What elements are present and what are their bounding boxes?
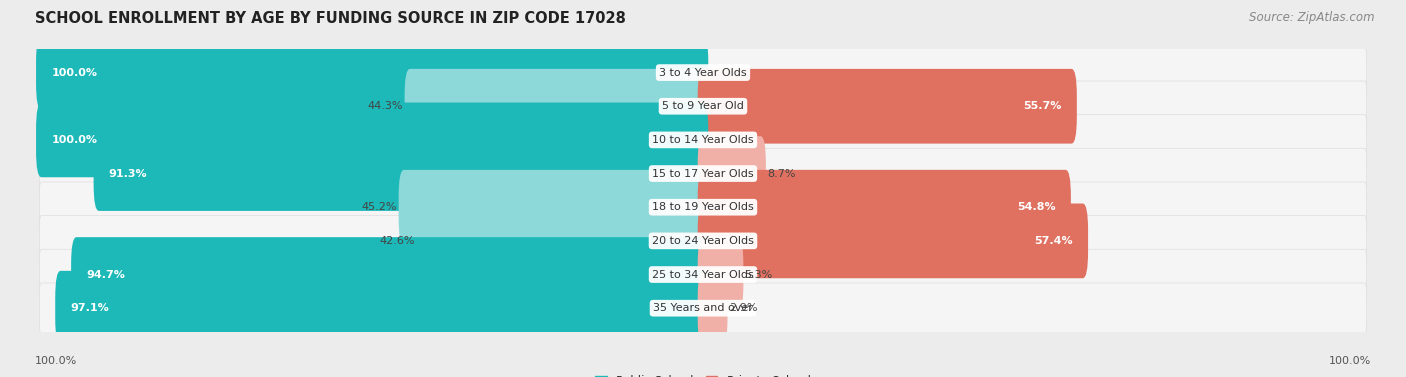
Text: 91.3%: 91.3% [108,169,148,179]
FancyBboxPatch shape [697,204,1088,278]
Text: 8.7%: 8.7% [768,169,796,179]
Text: 100.0%: 100.0% [1329,356,1371,366]
FancyBboxPatch shape [72,237,709,312]
Text: 20 to 24 Year Olds: 20 to 24 Year Olds [652,236,754,246]
Text: 97.1%: 97.1% [70,303,110,313]
Text: 94.7%: 94.7% [86,270,125,279]
Text: 5.3%: 5.3% [745,270,773,279]
Text: 3 to 4 Year Olds: 3 to 4 Year Olds [659,67,747,78]
FancyBboxPatch shape [697,170,1071,245]
Text: 2.9%: 2.9% [728,303,758,313]
FancyBboxPatch shape [405,69,709,144]
FancyBboxPatch shape [697,271,727,346]
Text: 42.6%: 42.6% [380,236,415,246]
Text: 15 to 17 Year Olds: 15 to 17 Year Olds [652,169,754,179]
FancyBboxPatch shape [39,115,1367,165]
Text: 10 to 14 Year Olds: 10 to 14 Year Olds [652,135,754,145]
FancyBboxPatch shape [39,216,1367,266]
Text: 100.0%: 100.0% [35,356,77,366]
FancyBboxPatch shape [697,136,766,211]
Text: 44.3%: 44.3% [368,101,404,111]
Legend: Public School, Private School: Public School, Private School [595,375,811,377]
Text: 45.2%: 45.2% [361,202,398,212]
FancyBboxPatch shape [697,237,744,312]
Text: 57.4%: 57.4% [1035,236,1073,246]
FancyBboxPatch shape [39,182,1367,233]
Text: Source: ZipAtlas.com: Source: ZipAtlas.com [1250,11,1375,24]
Text: 18 to 19 Year Olds: 18 to 19 Year Olds [652,202,754,212]
FancyBboxPatch shape [94,136,709,211]
FancyBboxPatch shape [39,81,1367,132]
Text: 55.7%: 55.7% [1024,101,1062,111]
FancyBboxPatch shape [55,271,709,346]
FancyBboxPatch shape [37,35,709,110]
FancyBboxPatch shape [37,103,709,177]
FancyBboxPatch shape [39,249,1367,300]
Text: SCHOOL ENROLLMENT BY AGE BY FUNDING SOURCE IN ZIP CODE 17028: SCHOOL ENROLLMENT BY AGE BY FUNDING SOUR… [35,11,626,26]
Text: 100.0%: 100.0% [51,67,97,78]
FancyBboxPatch shape [39,148,1367,199]
Text: 35 Years and over: 35 Years and over [652,303,754,313]
Text: 100.0%: 100.0% [51,135,97,145]
FancyBboxPatch shape [39,283,1367,333]
FancyBboxPatch shape [697,69,1077,144]
FancyBboxPatch shape [399,170,709,245]
Text: 5 to 9 Year Old: 5 to 9 Year Old [662,101,744,111]
Text: 54.8%: 54.8% [1017,202,1056,212]
FancyBboxPatch shape [416,204,709,278]
FancyBboxPatch shape [39,48,1367,98]
Text: 25 to 34 Year Olds: 25 to 34 Year Olds [652,270,754,279]
